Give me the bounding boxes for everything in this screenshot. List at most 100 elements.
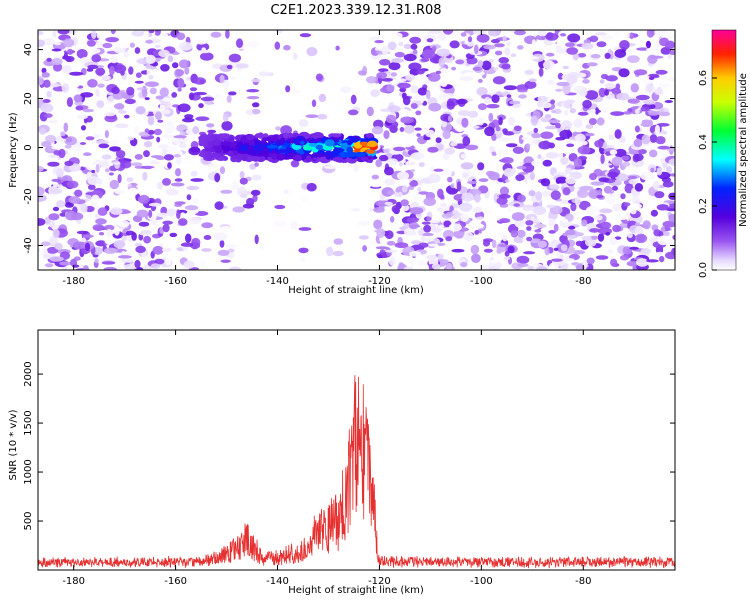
spectrogram-cell bbox=[471, 253, 481, 263]
spectrogram-cell bbox=[124, 98, 136, 105]
spectrogram-cell bbox=[95, 67, 106, 76]
spectrogram-cell bbox=[581, 43, 594, 50]
snr-y-tick-label: 1500 bbox=[23, 410, 34, 435]
spectrogram-cell bbox=[411, 240, 422, 245]
spectrogram-cell bbox=[195, 116, 210, 121]
spectrogram-x-tick-label: -100 bbox=[470, 276, 493, 287]
snr-panel: -180 -160 -140 -120 -100 -80 500100015002000 … bbox=[8, 329, 676, 596]
spectrogram-cell bbox=[593, 215, 603, 221]
spectrogram-cell bbox=[95, 41, 103, 46]
spectrogram-cell bbox=[424, 236, 433, 242]
spectrogram-cell bbox=[178, 218, 188, 226]
spectrogram-cell bbox=[600, 34, 614, 41]
snr-y-tick-label: 1000 bbox=[23, 459, 34, 484]
spectrogram-cell bbox=[477, 117, 485, 126]
spectrogram-cell bbox=[153, 128, 162, 136]
spectrogram-cell bbox=[529, 64, 536, 70]
spectrogram-cell bbox=[575, 240, 584, 247]
spectrogram-cell bbox=[637, 149, 647, 155]
spectrogram-cell bbox=[507, 245, 515, 254]
spectrogram-cell bbox=[175, 120, 180, 124]
spectrogram-x-axis-label: Height of straight line (km) bbox=[288, 285, 424, 296]
spectrogram-cell bbox=[215, 189, 223, 195]
spectrogram-cell bbox=[226, 94, 232, 103]
spectrogram-cell bbox=[91, 30, 97, 39]
spectrogram-cell bbox=[106, 228, 113, 237]
spectrogram-cell bbox=[401, 138, 414, 148]
spectrogram-cell bbox=[366, 106, 374, 117]
spectrogram-cell bbox=[621, 155, 630, 161]
spectrogram-cell bbox=[648, 76, 655, 81]
spectrogram-cell bbox=[56, 200, 66, 208]
spectrogram-cell bbox=[431, 45, 437, 53]
spectrogram-cell bbox=[437, 188, 444, 199]
spectrogram-cell bbox=[425, 254, 438, 260]
spectrogram-cell bbox=[460, 154, 467, 159]
spectrogram-cell bbox=[557, 150, 564, 161]
spectrogram-cell bbox=[416, 260, 427, 266]
spectrogram-cell bbox=[517, 194, 526, 203]
spectrogram-cell bbox=[514, 30, 526, 36]
spectrogram-cell bbox=[49, 256, 64, 262]
spectrogram-cell bbox=[535, 191, 543, 201]
spectrogram-cell bbox=[154, 32, 160, 36]
spectrogram-cell bbox=[162, 223, 170, 233]
spectrogram-cell bbox=[97, 83, 105, 88]
spectrogram-cell bbox=[76, 87, 84, 93]
spectrogram-cell bbox=[605, 151, 611, 156]
spectrogram-cell bbox=[110, 55, 118, 64]
spectrogram-cell bbox=[150, 167, 158, 171]
spectrogram-cell bbox=[431, 263, 441, 270]
spectrogram-cell bbox=[547, 79, 555, 85]
spectrogram-cell bbox=[476, 87, 488, 96]
spectrogram-cell bbox=[311, 99, 317, 108]
spectrogram-cell bbox=[173, 154, 181, 158]
spectrogram-cell bbox=[456, 181, 462, 192]
spectrogram-cell bbox=[563, 109, 569, 116]
spectrogram-cell bbox=[651, 218, 664, 224]
spectrogram-signal-cell bbox=[292, 154, 302, 160]
spectrogram-cell bbox=[662, 220, 675, 228]
spectrogram-cell bbox=[654, 60, 663, 70]
spectrogram-cell bbox=[421, 49, 436, 59]
spectrogram-cell bbox=[476, 213, 481, 217]
spectrogram-cell bbox=[446, 100, 455, 110]
spectrogram-cell bbox=[72, 59, 79, 67]
spectrogram-cell bbox=[167, 162, 172, 169]
spectrogram-cell bbox=[95, 139, 109, 145]
spectrogram-cell bbox=[420, 128, 427, 135]
spectrogram-cell bbox=[219, 74, 225, 84]
snr-y-axis-label: SNR (10 * v/v) bbox=[8, 409, 19, 480]
spectrogram-cell bbox=[671, 118, 675, 125]
spectrogram-cell bbox=[627, 55, 640, 63]
spectrogram-cell bbox=[86, 40, 96, 47]
spectrogram-cell bbox=[134, 47, 141, 54]
spectrogram-signal-cell bbox=[312, 157, 317, 161]
spectrogram-cell bbox=[508, 116, 515, 126]
spectrogram-cell bbox=[247, 41, 260, 48]
spectrogram-y-tick-label: 0 bbox=[23, 144, 34, 150]
spectrogram-cell bbox=[42, 99, 51, 103]
spectrogram-cell bbox=[633, 153, 644, 162]
spectrogram-cell bbox=[600, 154, 605, 164]
spectrogram-cell bbox=[544, 114, 552, 119]
spectrogram-cell bbox=[654, 191, 665, 199]
spectrogram-cell bbox=[630, 208, 637, 215]
spectrogram-cell bbox=[425, 89, 431, 100]
spectrogram-cell bbox=[481, 60, 492, 71]
spectrogram-cell bbox=[532, 202, 539, 207]
spectrogram-cell bbox=[648, 111, 660, 116]
spectrogram-cell bbox=[246, 89, 260, 93]
spectrogram-cell bbox=[589, 35, 599, 43]
spectrogram-cell bbox=[562, 187, 571, 196]
spectrogram-cell bbox=[258, 71, 269, 77]
spectrogram-cell bbox=[103, 266, 117, 270]
spectrogram-cell bbox=[318, 93, 327, 103]
spectrogram-cell bbox=[607, 171, 619, 178]
spectrogram-cell bbox=[451, 66, 456, 71]
spectrogram-cell bbox=[172, 62, 179, 69]
spectrogram-cell bbox=[410, 85, 420, 94]
spectrogram-cell bbox=[104, 237, 114, 245]
spectrogram-cell bbox=[643, 99, 656, 105]
spectrogram-cell bbox=[406, 217, 419, 224]
